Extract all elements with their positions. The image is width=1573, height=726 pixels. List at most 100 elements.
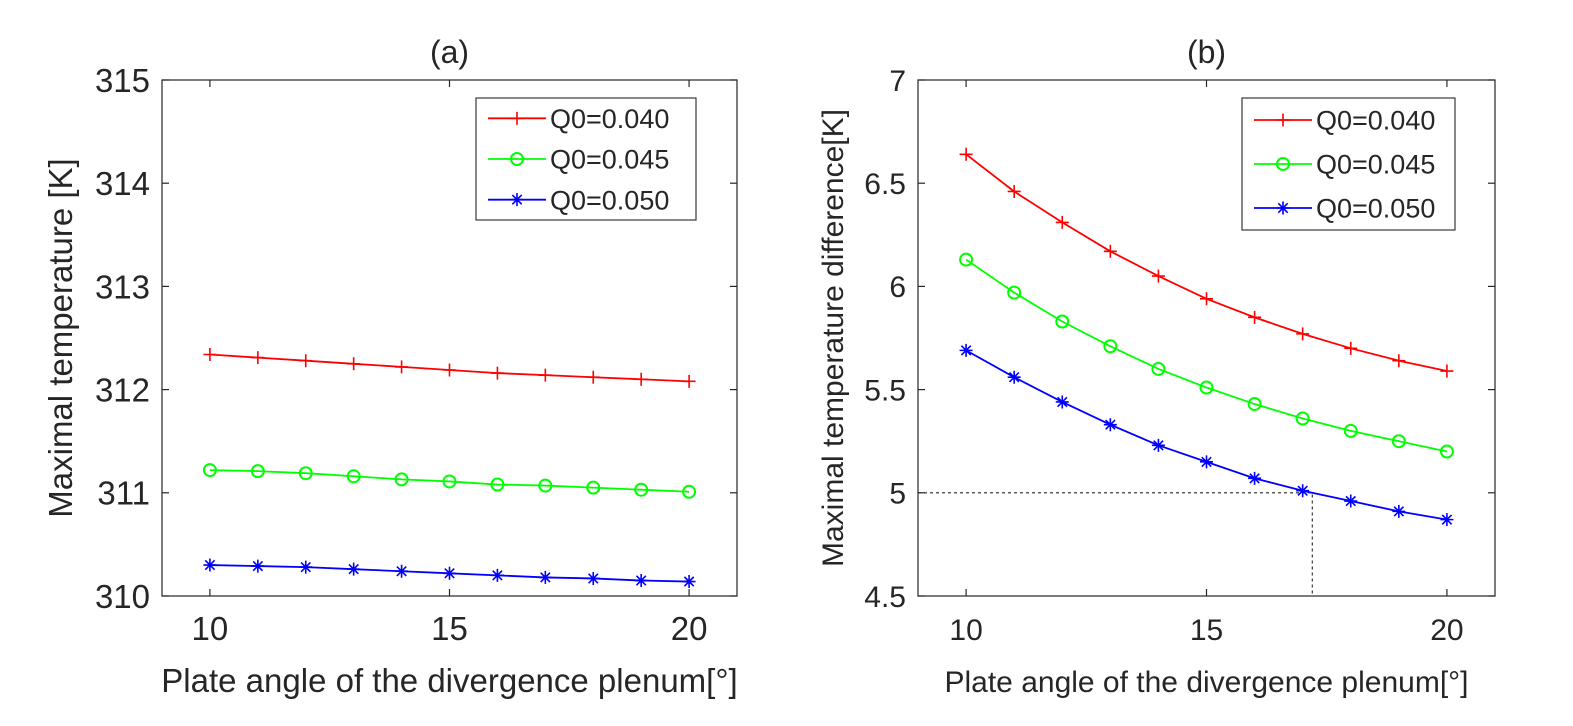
data-point	[1392, 354, 1406, 368]
reference-line	[918, 492, 1313, 596]
x-tick-label: 20	[671, 610, 708, 647]
legend-marker	[510, 193, 524, 207]
legend-marker	[1276, 157, 1290, 171]
data-point	[1055, 395, 1069, 409]
legend-marker	[510, 152, 524, 166]
data-point	[1055, 215, 1069, 229]
data-point	[1007, 184, 1021, 198]
series-Q0=0.045	[959, 252, 1454, 459]
series-Q0=0.040	[203, 348, 696, 388]
data-point	[1103, 418, 1117, 432]
data-point	[1440, 364, 1454, 378]
series-Q0=0.050	[203, 558, 696, 589]
y-tick-label: 5	[889, 478, 906, 511]
data-point	[250, 464, 265, 479]
data-point	[634, 372, 648, 386]
y-tick-label: 6.5	[864, 168, 906, 201]
y-tick-label: 312	[95, 371, 150, 408]
data-point	[251, 351, 265, 365]
x-tick-label: 10	[192, 610, 229, 647]
data-point	[203, 348, 217, 362]
y-tick-label: 311	[97, 475, 150, 512]
data-point	[1200, 292, 1213, 306]
series-Q0=0.045	[202, 463, 697, 499]
data-point	[490, 366, 504, 380]
panel-b: 10 15 20 4.5 5 5.5 6 6.5 7 (b) Plate angle of the …	[817, 34, 1496, 699]
data-point	[490, 568, 504, 582]
x-axis-label: Plate angle of the divergence plenum[°]	[944, 666, 1468, 699]
legend-marker	[1276, 201, 1290, 215]
legend: Q0=0.040 Q0=0.045 Q0=0.050	[475, 97, 697, 221]
data-point	[394, 472, 409, 487]
series-Q0=0.050	[959, 343, 1454, 527]
y-tick-label: 313	[95, 268, 150, 305]
data-point	[634, 482, 649, 497]
panel-title: (a)	[430, 34, 469, 70]
series-line	[965, 258, 1448, 453]
data-point	[1439, 444, 1454, 459]
data-point	[634, 574, 648, 588]
y-tick-label: 310	[95, 578, 150, 615]
data-point	[1343, 423, 1358, 438]
data-point	[1007, 285, 1022, 300]
legend-label: Q0=0.045	[1316, 150, 1435, 180]
data-point	[586, 480, 601, 495]
data-point	[443, 363, 456, 377]
legend-label: Q0=0.040	[1316, 106, 1435, 136]
y-axis-label: Maximal temperature [K]	[42, 158, 79, 517]
data-point	[1151, 269, 1165, 283]
y-tick-label: 314	[95, 165, 150, 202]
data-point	[1344, 341, 1358, 355]
x-axis-label: Plate angle of the divergence plenum[°]	[161, 662, 737, 699]
data-point	[1391, 434, 1406, 449]
data-point	[1199, 380, 1214, 395]
data-point	[395, 360, 409, 374]
data-point	[299, 354, 313, 368]
legend-label: Q0=0.040	[550, 104, 669, 134]
series-line	[965, 349, 1448, 521]
data-point	[1200, 455, 1213, 469]
x-tick-label: 10	[949, 614, 982, 647]
data-point	[251, 559, 265, 573]
data-point	[1344, 494, 1358, 508]
panel-a: 10 15 20 310 311 312 313 314 315 (a) Plate angle o…	[42, 34, 738, 699]
data-point	[538, 478, 553, 493]
data-point	[1055, 314, 1070, 329]
legend: Q0=0.040 Q0=0.045 Q0=0.050	[1241, 97, 1456, 231]
panel-title: (b)	[1187, 34, 1226, 70]
data-point	[490, 477, 505, 492]
data-point	[1296, 484, 1310, 498]
data-point	[346, 469, 361, 484]
series-Q0=0.040	[959, 147, 1454, 378]
data-point	[1247, 397, 1262, 412]
data-point	[1296, 327, 1310, 341]
y-tick-label: 7	[889, 65, 906, 98]
data-point	[202, 463, 217, 478]
data-point	[1248, 471, 1262, 485]
legend-label: Q0=0.050	[1316, 194, 1435, 224]
data-point	[959, 252, 974, 267]
legend-label: Q0=0.045	[550, 145, 669, 175]
y-tick-label: 5.5	[864, 374, 906, 407]
data-point	[1103, 244, 1117, 258]
y-tick-label: 6	[889, 271, 906, 304]
data-point	[203, 558, 217, 572]
data-point	[1007, 370, 1021, 384]
series-line	[209, 469, 690, 493]
data-point	[586, 571, 600, 585]
y-axis-label: Maximal temperature difference[K]	[817, 109, 850, 567]
data-point	[1151, 438, 1165, 452]
y-tick-label: 315	[95, 62, 150, 99]
legend-marker	[510, 111, 524, 125]
data-point	[959, 343, 973, 357]
data-point	[1103, 339, 1118, 354]
data-point	[682, 374, 696, 388]
data-point	[442, 474, 457, 489]
data-point	[1295, 411, 1310, 426]
data-point	[299, 560, 313, 574]
y-tick-label: 4.5	[864, 581, 906, 614]
data-point	[1151, 361, 1166, 376]
x-tick-label: 15	[431, 610, 468, 647]
data-point	[586, 370, 600, 384]
